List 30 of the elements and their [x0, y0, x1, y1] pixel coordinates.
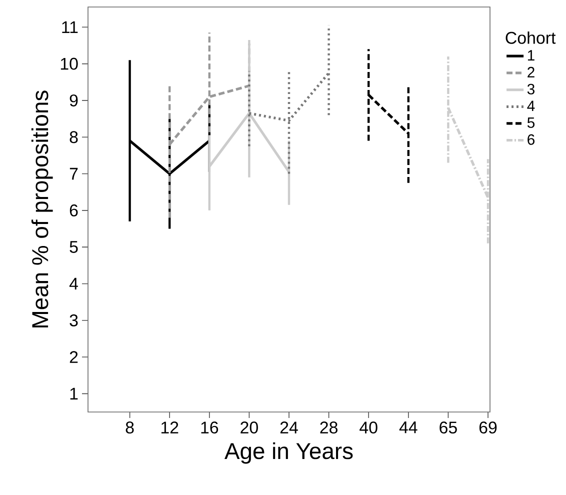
y-tick-label: 9 [70, 94, 78, 106]
y-tick-label: 8 [70, 131, 78, 144]
legend-label: 4 [527, 100, 535, 112]
legend-title: Cohort [506, 31, 556, 44]
legend-label: 3 [527, 84, 534, 94]
y-tick-label: 3 [70, 314, 78, 326]
legend-label: 5 [527, 118, 535, 128]
x-tick-label: 65 [440, 422, 457, 434]
x-tick-label: 20 [240, 422, 258, 434]
y-tick-label: 6 [70, 204, 78, 216]
x-tick-label: 16 [201, 422, 218, 434]
x-tick-label: 24 [280, 422, 298, 434]
y-tick-label: 7 [70, 168, 78, 180]
x-tick-label: 12 [161, 422, 178, 434]
y-tick-label: 4 [69, 278, 78, 290]
x-tick-label: 28 [320, 422, 338, 434]
y-tick-label: 10 [60, 58, 78, 70]
y-tick-label: 5 [70, 241, 78, 253]
x-tick-label: 40 [360, 422, 378, 434]
legend-label: 6 [528, 134, 534, 145]
x-tick-label: 8 [126, 422, 134, 434]
x-tick-label: 44 [399, 422, 418, 434]
legend-label: 1 [528, 50, 534, 60]
x-axis-title: Age in Years [224, 442, 353, 464]
y-tick-label: 2 [70, 351, 78, 363]
legend-label: 2 [528, 66, 534, 78]
y-tick-label: 1 [70, 388, 78, 400]
y-tick-label: 11 [62, 21, 78, 33]
x-tick-label: 69 [479, 422, 497, 434]
y-axis-title: Mean % of propositions [31, 90, 53, 328]
